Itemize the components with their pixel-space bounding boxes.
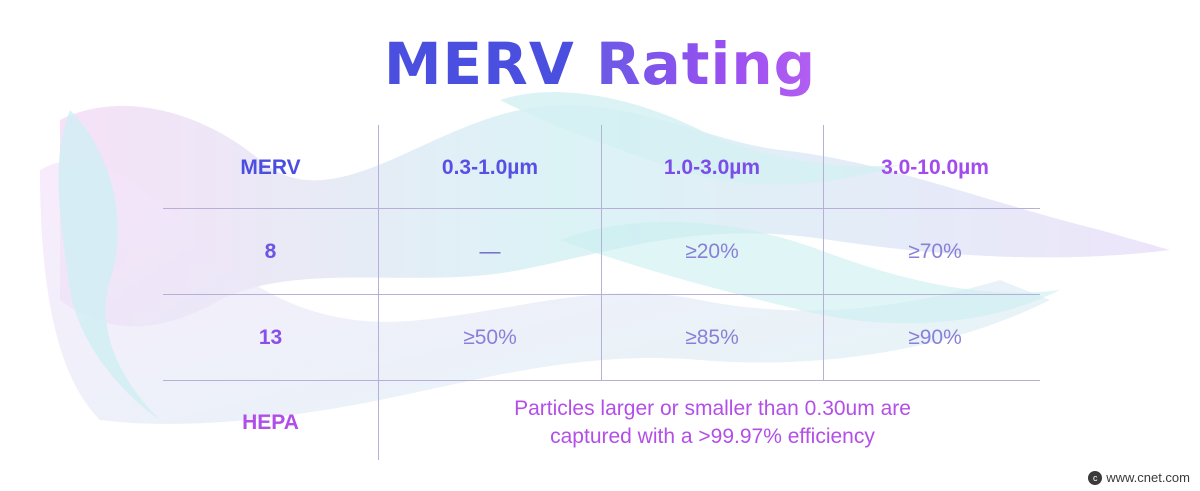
hepa-description-line2: captured with a >99.97% efficiency <box>550 424 875 448</box>
credit-text: www.cnet.com <box>1106 470 1190 485</box>
hepa-description: Particles larger or smaller than 0.30um … <box>379 385 1046 460</box>
column-header-merv: MERV <box>240 155 301 179</box>
table-divider-horizontal <box>163 208 1040 209</box>
row-label-hepa: HEPA <box>242 410 299 434</box>
table-cell: ≥50% <box>463 326 517 349</box>
column-header-0.3-1.0: 0.3-1.0µm <box>441 155 539 179</box>
table-cell: ≥85% <box>685 326 739 349</box>
table-cell: — <box>479 240 501 263</box>
table-divider-vertical <box>823 125 824 380</box>
table-cell: ≥70% <box>908 240 962 263</box>
table-divider-vertical <box>378 125 379 460</box>
title-merv: MERV <box>383 30 575 98</box>
table-divider-horizontal <box>163 380 1040 381</box>
row-label-merv-8: 8 <box>264 240 277 263</box>
column-header-3.0-10.0: 3.0-10.0µm <box>881 155 989 179</box>
hepa-description-line1: Particles larger or smaller than 0.30um … <box>514 396 911 420</box>
cnet-logo-icon: c <box>1088 470 1103 485</box>
table-divider-horizontal <box>163 294 1040 295</box>
table-cell: ≥20% <box>685 240 739 263</box>
row-label-merv-13: 13 <box>258 326 283 349</box>
table-cell: ≥90% <box>908 326 962 349</box>
table-divider-vertical <box>601 125 602 380</box>
source-credit: c www.cnet.com <box>1088 470 1190 485</box>
column-header-1.0-3.0: 1.0-3.0µm <box>663 155 761 179</box>
page-title: MERV Rating <box>0 30 1200 98</box>
title-rating: Rating <box>595 30 817 98</box>
